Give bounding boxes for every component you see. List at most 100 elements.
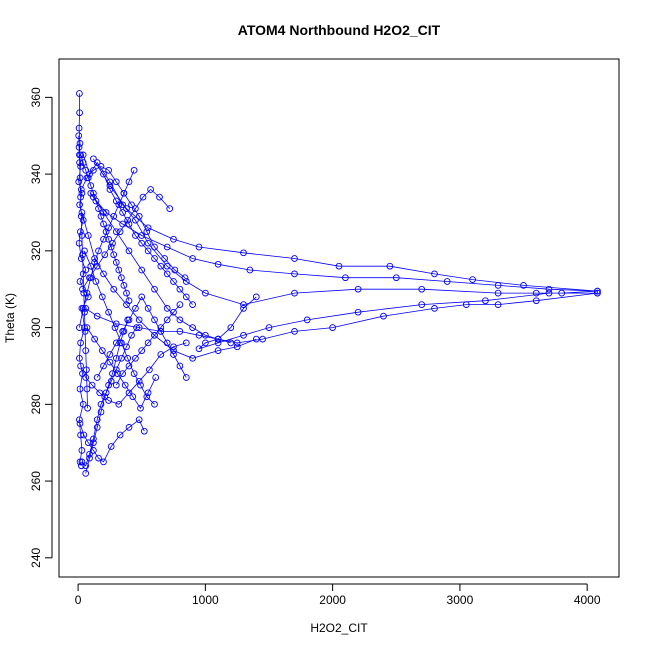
series-line	[82, 154, 598, 350]
data-point	[291, 289, 298, 297]
data-point	[151, 400, 158, 408]
data-point	[95, 454, 102, 462]
data-point	[83, 385, 91, 393]
data-point	[594, 289, 601, 297]
data-point	[431, 270, 438, 278]
data-point	[138, 239, 146, 247]
data-point	[259, 335, 266, 343]
data-point	[181, 274, 189, 282]
data-point	[161, 255, 168, 262]
data-point	[120, 328, 128, 335]
data-point	[151, 316, 158, 324]
series-line	[82, 188, 170, 290]
data-point	[342, 274, 349, 282]
data-point	[79, 285, 86, 293]
data-point	[128, 201, 135, 209]
data-point	[112, 197, 120, 205]
data-point	[151, 285, 158, 293]
data-point	[176, 285, 184, 293]
data-point	[144, 305, 152, 312]
data-point	[84, 404, 91, 412]
data-point	[163, 339, 171, 347]
data-point	[147, 186, 154, 193]
data-point	[82, 166, 90, 174]
series-9	[81, 247, 158, 408]
data-point	[105, 308, 112, 316]
data-point	[133, 324, 140, 331]
data-point	[98, 347, 106, 354]
data-point	[354, 285, 362, 293]
data-point	[83, 366, 90, 374]
data-point	[119, 201, 126, 209]
data-point	[82, 470, 90, 477]
data-point	[79, 159, 87, 166]
data-point	[107, 443, 115, 450]
data-point	[138, 266, 146, 274]
x-tick-label: 1000	[192, 593, 219, 607]
data-point	[90, 435, 97, 443]
data-point	[170, 343, 177, 351]
x-tick-label: 3000	[447, 593, 474, 607]
series-line	[80, 154, 130, 301]
data-point	[494, 282, 502, 289]
data-point	[76, 174, 84, 182]
data-point	[112, 381, 120, 389]
data-point	[100, 362, 107, 370]
data-point	[144, 339, 152, 347]
data-point	[107, 243, 115, 251]
data-point	[132, 354, 139, 362]
data-point	[86, 450, 93, 458]
data-point	[101, 393, 109, 401]
data-point	[84, 174, 92, 182]
data-point	[93, 312, 101, 320]
data-point	[418, 285, 426, 293]
data-point	[202, 289, 209, 297]
data-point	[112, 259, 120, 266]
data-point	[163, 270, 171, 278]
data-point	[78, 232, 86, 239]
data-point	[170, 347, 177, 354]
data-point	[125, 247, 133, 255]
data-point	[135, 377, 143, 385]
data-point	[240, 331, 247, 339]
data-point	[77, 339, 84, 347]
data-point	[135, 316, 143, 324]
data-point	[494, 289, 502, 297]
data-point	[195, 331, 203, 339]
data-point	[92, 278, 100, 285]
data-point	[77, 255, 85, 262]
series-19	[112, 301, 184, 389]
data-point	[189, 301, 196, 308]
data-point	[101, 251, 109, 259]
data-point	[125, 389, 133, 397]
data-point	[77, 193, 84, 201]
data-point	[291, 270, 298, 278]
data-point	[335, 262, 343, 270]
data-point	[79, 151, 87, 159]
data-point	[469, 276, 476, 283]
data-point	[79, 400, 87, 408]
y-tick-label: 360	[29, 87, 43, 107]
series-12	[87, 189, 260, 343]
data-point	[189, 324, 196, 331]
data-point	[81, 308, 88, 316]
data-point	[124, 216, 132, 224]
data-point	[151, 243, 158, 251]
data-point	[78, 209, 86, 216]
data-point	[107, 377, 115, 385]
data-point	[110, 251, 118, 259]
data-point	[119, 370, 126, 377]
data-point	[125, 178, 133, 186]
data-point	[163, 243, 171, 251]
data-point	[78, 447, 86, 454]
y-tick-label: 300	[29, 317, 43, 337]
data-point	[214, 339, 222, 347]
series-14	[93, 293, 190, 381]
data-point	[227, 339, 235, 347]
series-4	[82, 289, 601, 347]
data-point	[105, 166, 112, 174]
data-point	[76, 159, 83, 166]
data-point	[82, 462, 90, 470]
data-point	[137, 381, 144, 389]
data-point	[195, 345, 203, 353]
